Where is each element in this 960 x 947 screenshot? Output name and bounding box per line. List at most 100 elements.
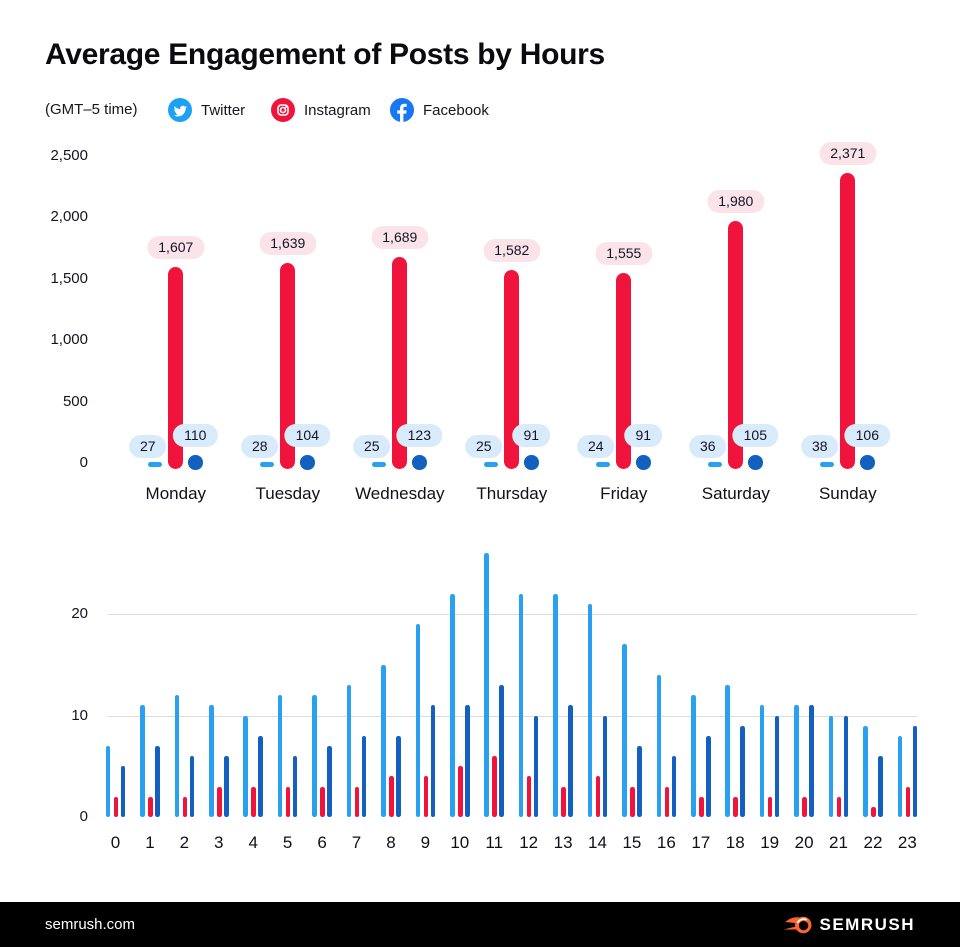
instagram-bar xyxy=(354,786,360,817)
twitter-value-pill: 36 xyxy=(689,435,727,458)
y-axis-label: 2,500 xyxy=(50,147,88,164)
twitter-bar xyxy=(828,715,834,817)
facebook-bar xyxy=(327,745,332,817)
facebook-value-pill: 106 xyxy=(844,424,890,447)
twitter-dash-marker xyxy=(596,462,610,467)
y-axis-label: 1,500 xyxy=(50,269,88,287)
instagram-bar xyxy=(182,796,188,817)
hour-label: 21 xyxy=(829,833,848,852)
twitter-value-pill: 24 xyxy=(577,435,615,458)
legend-item-instagram: Instagram xyxy=(271,97,371,123)
day-label: Monday xyxy=(145,484,207,503)
hour-label: 4 xyxy=(248,833,258,852)
instagram-bar xyxy=(699,796,704,817)
twitter-bar xyxy=(863,725,868,817)
y-axis-label: 0 xyxy=(79,454,88,471)
y-axis-label: 10 xyxy=(71,706,88,724)
page-title: Average Engagement of Posts by Hours xyxy=(45,38,605,71)
instagram-bar xyxy=(836,796,842,817)
facebook-bar xyxy=(120,766,126,817)
hour-label: 20 xyxy=(794,833,814,852)
twitter-dash-marker xyxy=(148,462,162,467)
instagram-bar xyxy=(802,796,807,817)
facebook-dot-marker xyxy=(412,455,427,470)
twitter-bar xyxy=(725,685,731,817)
twitter-bar xyxy=(277,695,283,817)
hour-label: 11 xyxy=(485,833,504,852)
instagram-bar xyxy=(168,266,184,469)
facebook-value-pill: 110 xyxy=(173,424,218,447)
facebook-bar xyxy=(155,745,160,817)
facebook-bar xyxy=(189,756,195,817)
twitter-dash-marker xyxy=(820,462,834,467)
twitter-value-pill: 25 xyxy=(465,435,503,458)
hour-label: 14 xyxy=(588,833,607,852)
instagram-bar xyxy=(733,796,739,817)
facebook-dot-marker xyxy=(748,455,763,470)
twitter-bar xyxy=(587,603,593,817)
instagram-bar xyxy=(285,786,291,817)
y-axis-label: 20 xyxy=(71,605,88,622)
instagram-bar xyxy=(389,776,394,817)
twitter-icon xyxy=(168,98,192,122)
instagram-bar xyxy=(840,172,856,469)
instagram-value-pill: 1,980 xyxy=(707,189,765,213)
instagram-value-pill: 1,555 xyxy=(595,242,653,266)
day-label: Friday xyxy=(600,484,648,503)
facebook-bar xyxy=(533,715,539,817)
instagram-bar xyxy=(458,766,463,817)
hour-label: 19 xyxy=(760,833,780,852)
twitter-dash-marker xyxy=(484,462,498,467)
semrush-flame-icon xyxy=(784,916,812,933)
facebook-bar xyxy=(361,735,367,817)
twitter-value-pill: 38 xyxy=(801,435,839,458)
facebook-bar xyxy=(568,705,573,817)
instagram-icon xyxy=(271,98,295,122)
hour-label: 5 xyxy=(282,833,293,852)
brand-wordmark: SEMRUSH xyxy=(819,914,915,934)
hour-label: 6 xyxy=(317,833,327,852)
hour-label: 3 xyxy=(214,833,224,852)
twitter-bar xyxy=(208,705,214,817)
twitter-bar xyxy=(381,664,386,817)
y-axis-label: 0 xyxy=(79,808,88,825)
hour-label: 22 xyxy=(863,833,883,852)
instagram-bar xyxy=(113,796,119,817)
facebook-bar xyxy=(258,735,263,817)
hour-label: 17 xyxy=(691,833,711,852)
twitter-bar xyxy=(691,695,696,817)
day-label: Saturday xyxy=(701,484,770,503)
twitter-bar xyxy=(312,695,317,817)
facebook-bar xyxy=(912,725,918,817)
facebook-value-pill: 104 xyxy=(284,424,330,447)
facebook-bar xyxy=(774,715,780,817)
facebook-bar xyxy=(843,715,849,817)
instagram-bar xyxy=(595,776,601,817)
facebook-dot-marker xyxy=(188,455,203,470)
facebook-dot-marker xyxy=(524,455,539,470)
instagram-bar xyxy=(504,269,520,469)
hour-label: 0 xyxy=(110,833,121,852)
facebook-value-pill: 123 xyxy=(396,424,442,447)
twitter-bar xyxy=(243,715,248,817)
footer: semrush.com SEMRUSH xyxy=(0,902,960,947)
twitter-bar xyxy=(484,553,490,817)
instagram-bar xyxy=(871,806,876,817)
facebook-value-pill: 91 xyxy=(512,424,551,447)
day-label: Sunday xyxy=(818,484,877,503)
instagram-bar xyxy=(320,786,325,817)
semrush-logo: SEMRUSH xyxy=(783,914,915,936)
instagram-bar xyxy=(630,786,635,817)
hour-label: 10 xyxy=(450,833,470,852)
hour-label: 8 xyxy=(386,833,396,852)
facebook-bar xyxy=(223,756,229,817)
day-label: Wednesday xyxy=(355,484,445,503)
twitter-bar xyxy=(622,644,627,817)
facebook-bar xyxy=(396,735,401,817)
instagram-bar xyxy=(767,796,773,817)
twitter-bar xyxy=(415,624,421,817)
facebook-dot-marker xyxy=(636,455,651,470)
facebook-value-pill: 105 xyxy=(732,424,778,447)
